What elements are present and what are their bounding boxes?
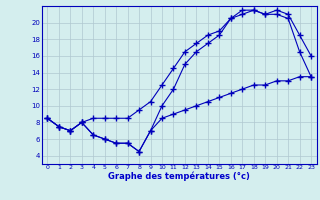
X-axis label: Graphe des températures (°c): Graphe des températures (°c) xyxy=(108,172,250,181)
